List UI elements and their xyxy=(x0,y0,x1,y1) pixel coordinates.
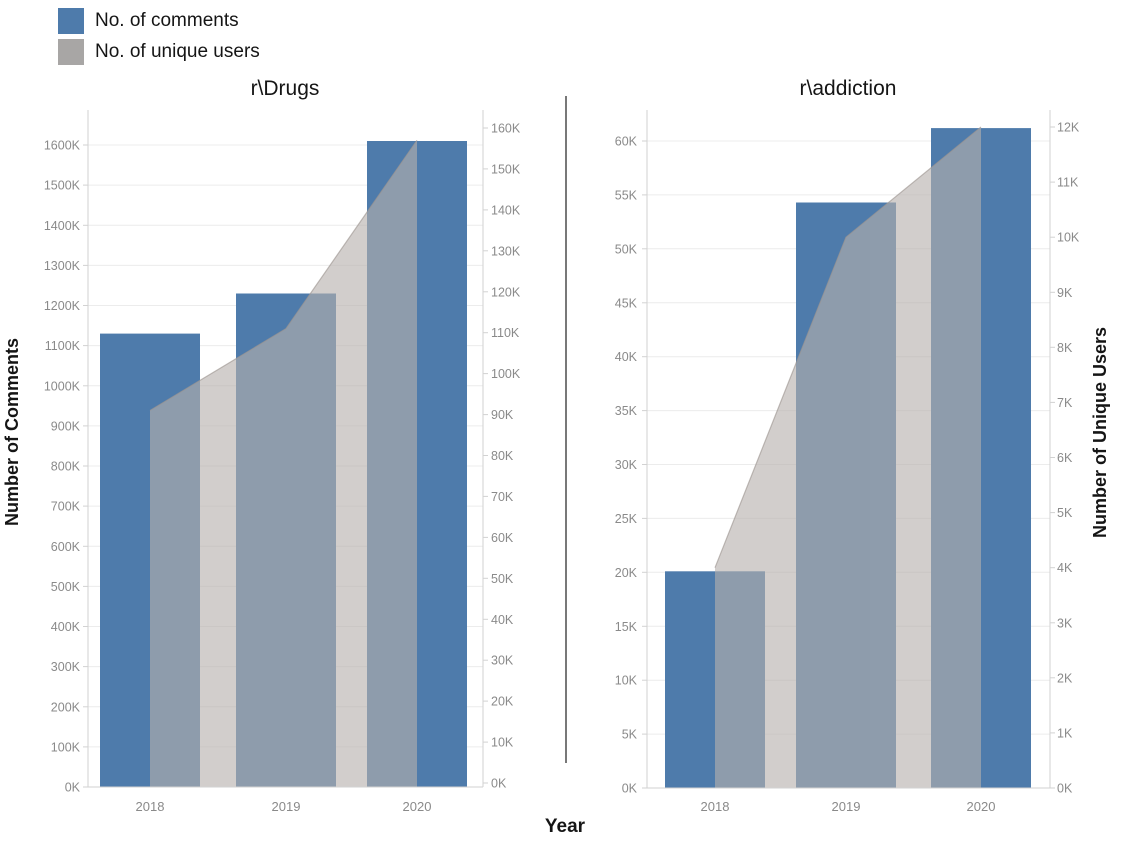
left-axis-tick-label: 1200K xyxy=(44,299,81,313)
right-axis-tick-label: 1K xyxy=(1057,726,1073,740)
left-axis-tick-label: 60K xyxy=(615,135,638,149)
chart-title-addiction: r\addiction xyxy=(799,77,897,100)
right-axis-tick-label: 160K xyxy=(491,122,521,136)
right-axis-tick-label: 100K xyxy=(491,367,521,381)
right-axis-tick-label: 0K xyxy=(1057,782,1073,796)
right-axis-tick-label: 140K xyxy=(491,203,521,217)
left-axis-tick-label: 10K xyxy=(615,674,638,688)
left-axis-tick-label: 50K xyxy=(615,242,638,256)
left-axis-tick-label: 15K xyxy=(615,620,638,634)
left-axis-tick-label: 40K xyxy=(615,350,638,364)
comments-swatch-icon xyxy=(58,8,84,34)
right-axis-title: Number of Unique Users xyxy=(1090,326,1110,538)
legend-item-comments[interactable]: No. of comments xyxy=(58,8,260,34)
chart-title-drugs: r\Drugs xyxy=(250,77,320,100)
unique-users-line xyxy=(714,126,982,568)
left-axis-tick-label: 45K xyxy=(615,296,638,310)
right-axis-tick-label: 130K xyxy=(491,244,521,258)
right-axis-tick-label: 90K xyxy=(491,408,514,422)
right-axis-tick-label: 60K xyxy=(491,531,514,545)
right-axis-tick-label: 110K xyxy=(491,326,520,340)
right-axis-tick-label: 150K xyxy=(491,162,521,176)
left-axis-tick-label: 30K xyxy=(615,458,638,472)
right-axis-tick-label: 4K xyxy=(1057,561,1073,575)
left-axis-tick-label: 0K xyxy=(622,782,638,796)
left-axis-tick-label: 400K xyxy=(51,620,81,634)
right-axis-tick-label: 2K xyxy=(1057,671,1073,685)
x-tick-label: 2018 xyxy=(136,799,165,814)
x-tick-label: 2019 xyxy=(272,799,301,814)
left-axis-title: Number of Comments xyxy=(2,338,22,527)
left-axis-tick-label: 500K xyxy=(51,580,81,594)
unique-users-area[interactable] xyxy=(150,140,417,788)
left-axis-tick-label: 900K xyxy=(51,419,81,433)
left-axis-tick-label: 1600K xyxy=(44,139,81,153)
left-axis-tick-label: 1400K xyxy=(44,219,81,233)
left-axis-tick-label: 1000K xyxy=(44,379,81,393)
right-axis-tick-label: 5K xyxy=(1057,506,1073,520)
left-axis-tick-label: 800K xyxy=(51,460,81,474)
left-axis-tick-label: 20K xyxy=(615,566,638,580)
left-axis-tick-label: 600K xyxy=(51,540,81,554)
right-axis-tick-label: 3K xyxy=(1057,616,1073,630)
x-tick-label: 2020 xyxy=(967,799,996,814)
right-axis-tick-label: 11K xyxy=(1057,176,1079,190)
legend: No. of comments No. of unique users xyxy=(58,8,260,70)
right-axis-tick-label: 10K xyxy=(1057,231,1080,245)
unique-users-area[interactable] xyxy=(715,127,981,788)
right-axis-tick-label: 70K xyxy=(491,490,514,504)
unique-users-swatch-icon xyxy=(58,39,84,65)
left-axis-tick-label: 200K xyxy=(51,700,81,714)
right-axis-tick-label: 7K xyxy=(1057,396,1073,410)
x-tick-label: 2018 xyxy=(701,799,730,814)
right-axis-tick-label: 12K xyxy=(1057,121,1080,135)
right-axis-tick-label: 40K xyxy=(491,613,514,627)
right-axis-tick-label: 10K xyxy=(491,736,514,750)
left-axis-tick-label: 300K xyxy=(51,660,81,674)
right-axis-tick-label: 30K xyxy=(491,654,514,668)
legend-item-unique-users[interactable]: No. of unique users xyxy=(58,39,260,65)
left-axis-tick-label: 700K xyxy=(51,500,81,514)
right-axis-tick-label: 120K xyxy=(491,285,521,299)
right-axis-tick-label: 9K xyxy=(1057,286,1073,300)
legend-label-comments: No. of comments xyxy=(95,10,239,31)
right-axis-tick-label: 20K xyxy=(491,695,514,709)
x-axis-title: Year xyxy=(544,816,586,837)
x-tick-label: 2020 xyxy=(403,799,432,814)
left-axis-tick-label: 25K xyxy=(615,512,638,526)
left-axis-tick-label: 1500K xyxy=(44,179,81,193)
x-tick-label: 2019 xyxy=(832,799,861,814)
right-axis-tick-label: 0K xyxy=(491,777,507,791)
right-axis-tick-label: 80K xyxy=(491,449,514,463)
left-axis-tick-label: 1300K xyxy=(44,259,81,273)
unique-users-line xyxy=(149,139,418,412)
left-axis-tick-label: 35K xyxy=(615,404,638,418)
legend-label-unique-users: No. of unique users xyxy=(95,41,260,62)
right-axis-tick-label: 6K xyxy=(1057,451,1073,465)
left-axis-tick-label: 1100K xyxy=(45,339,81,353)
left-axis-tick-label: 0K xyxy=(65,781,81,795)
left-axis-tick-label: 100K xyxy=(51,740,81,754)
right-axis-tick-label: 50K xyxy=(491,572,514,586)
left-axis-tick-label: 55K xyxy=(615,188,638,202)
left-axis-tick-label: 5K xyxy=(622,728,638,742)
right-axis-tick-label: 8K xyxy=(1057,341,1073,355)
